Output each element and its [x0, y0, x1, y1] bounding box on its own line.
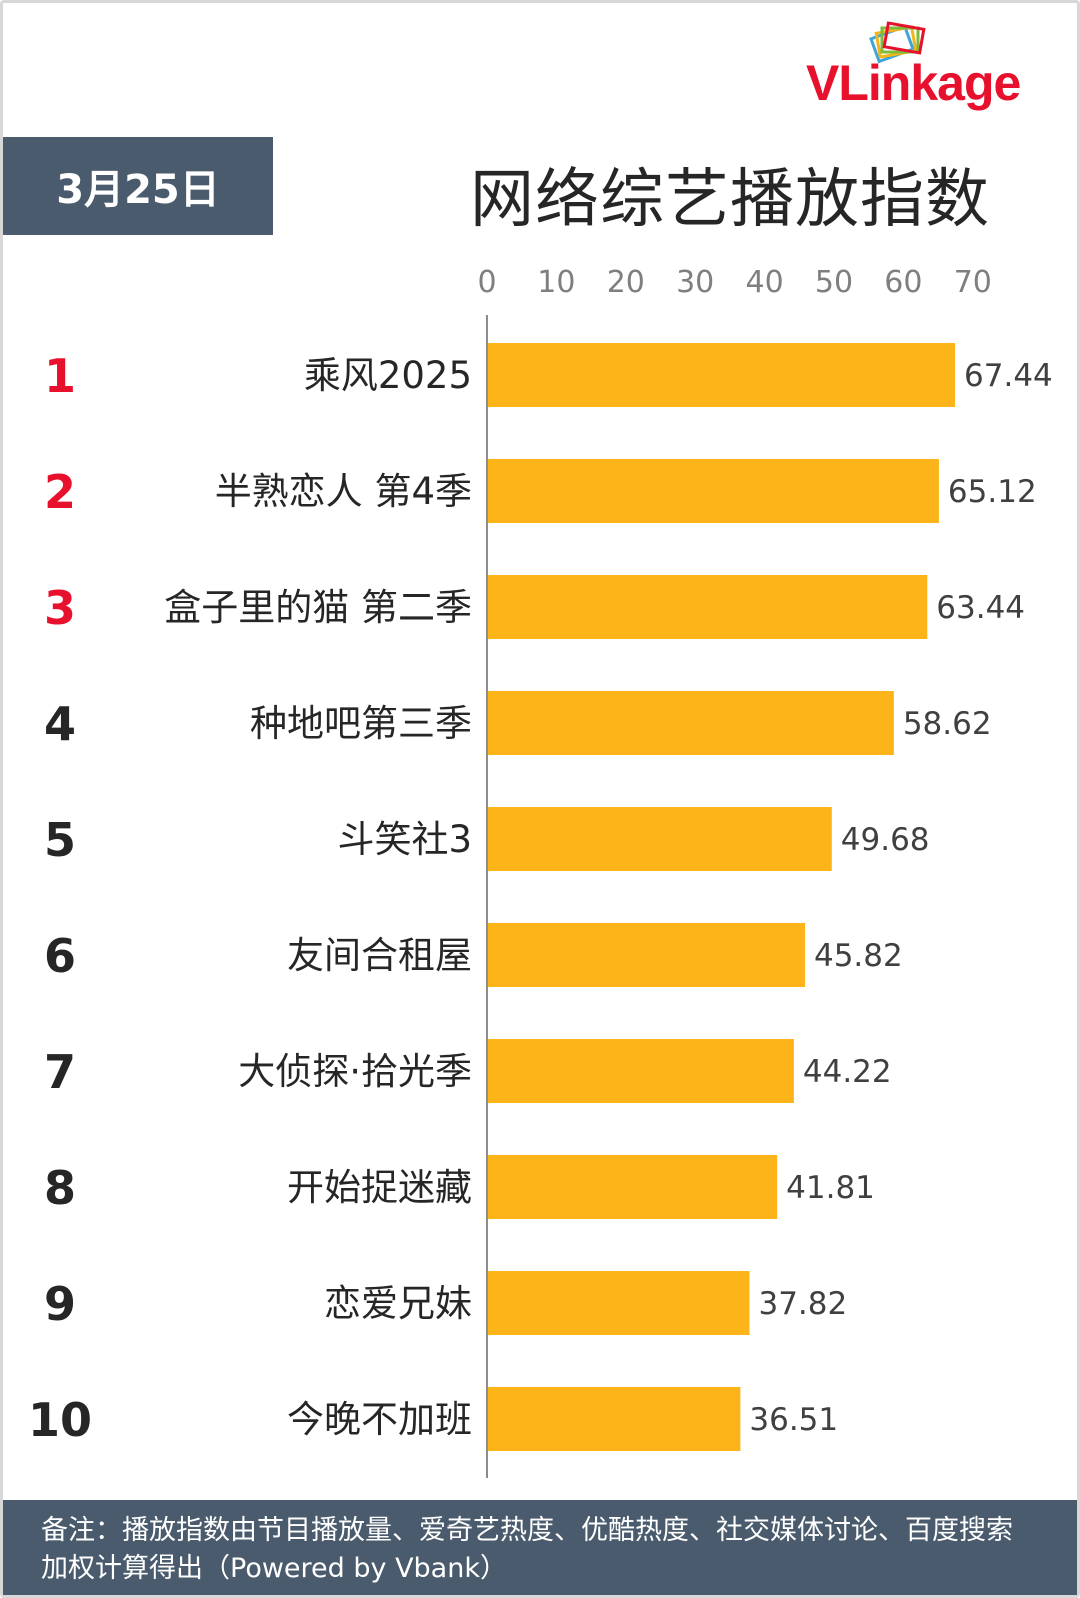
rank-number: 10	[28, 1393, 92, 1447]
date-label: 3月25日	[56, 167, 220, 213]
bar	[488, 575, 928, 639]
vlinkage-wordmark: VLinkage	[806, 54, 1021, 112]
category-label: 今晚不加班	[287, 1398, 472, 1441]
bar	[488, 1155, 778, 1219]
value-label: 58.62	[903, 706, 992, 742]
value-label: 49.68	[841, 822, 930, 858]
bar-chart: 0 10 20 30 40 50 60 70 1 乘风2025 67.44 2 半熟恋人 第4季 65.1…	[28, 265, 1053, 1478]
x-tick-label: 60	[884, 265, 922, 300]
rank-number: 2	[44, 465, 76, 519]
x-tick-label: 30	[676, 265, 714, 300]
footer-note: 备注：播放指数由节目播放量、爱奇艺热度、优酷热度、社交媒体讨论、百度搜索加权计算…	[41, 1515, 1013, 1584]
rank-number: 6	[44, 929, 76, 983]
bar	[488, 1387, 741, 1451]
x-tick-label: 10	[537, 265, 575, 300]
category-label: 盒子里的猫 第二季	[164, 586, 472, 629]
logo-text-vlink: VLink	[806, 55, 938, 111]
rank-number: 8	[44, 1161, 76, 1215]
x-tick-label: 40	[746, 265, 784, 300]
date-badge: 3月25日	[3, 137, 273, 235]
category-label: 半熟恋人 第4季	[215, 470, 472, 513]
bar	[488, 1039, 794, 1103]
value-label: 65.12	[948, 474, 1037, 510]
value-label: 45.82	[814, 938, 903, 974]
value-label: 67.44	[964, 358, 1053, 394]
category-label: 友间合租屋	[287, 934, 472, 977]
rank-number: 5	[44, 813, 76, 867]
vlinkage-logo: VLinkage	[806, 18, 1066, 118]
value-label: 44.22	[803, 1054, 892, 1090]
rank-number: 9	[44, 1277, 76, 1331]
x-tick-label: 0	[477, 265, 496, 300]
category-label: 开始捉迷藏	[287, 1166, 472, 1209]
category-label: 乘风2025	[304, 354, 472, 397]
x-tick-label: 50	[815, 265, 853, 300]
bar	[488, 691, 894, 755]
bar	[488, 923, 805, 987]
logo-text-age: age	[937, 55, 1021, 111]
rank-number: 7	[44, 1045, 76, 1099]
x-tick-label: 70	[954, 265, 992, 300]
category-label: 恋爱兄妹	[324, 1282, 472, 1325]
logo-cards-icon	[869, 21, 926, 64]
bar	[488, 459, 939, 523]
category-label: 种地吧第三季	[250, 702, 472, 745]
rank-number: 4	[44, 697, 76, 751]
bar	[488, 1271, 750, 1335]
chart-title: 网络综艺播放指数	[470, 163, 990, 237]
value-label: 36.51	[749, 1402, 838, 1438]
category-label: 斗笑社3	[337, 818, 472, 861]
footer-note-panel: 备注：播放指数由节目播放量、爱奇艺热度、优酷热度、社交媒体讨论、百度搜索加权计算…	[3, 1500, 1077, 1595]
rank-number: 1	[44, 349, 76, 403]
value-label: 37.82	[758, 1286, 847, 1322]
value-label: 41.81	[786, 1170, 875, 1206]
bar	[488, 343, 956, 407]
value-label: 63.44	[936, 590, 1025, 626]
category-label: 大侦探·拾光季	[238, 1050, 472, 1093]
rank-number: 3	[44, 581, 76, 635]
x-tick-label: 20	[607, 265, 645, 300]
bar	[488, 807, 832, 871]
